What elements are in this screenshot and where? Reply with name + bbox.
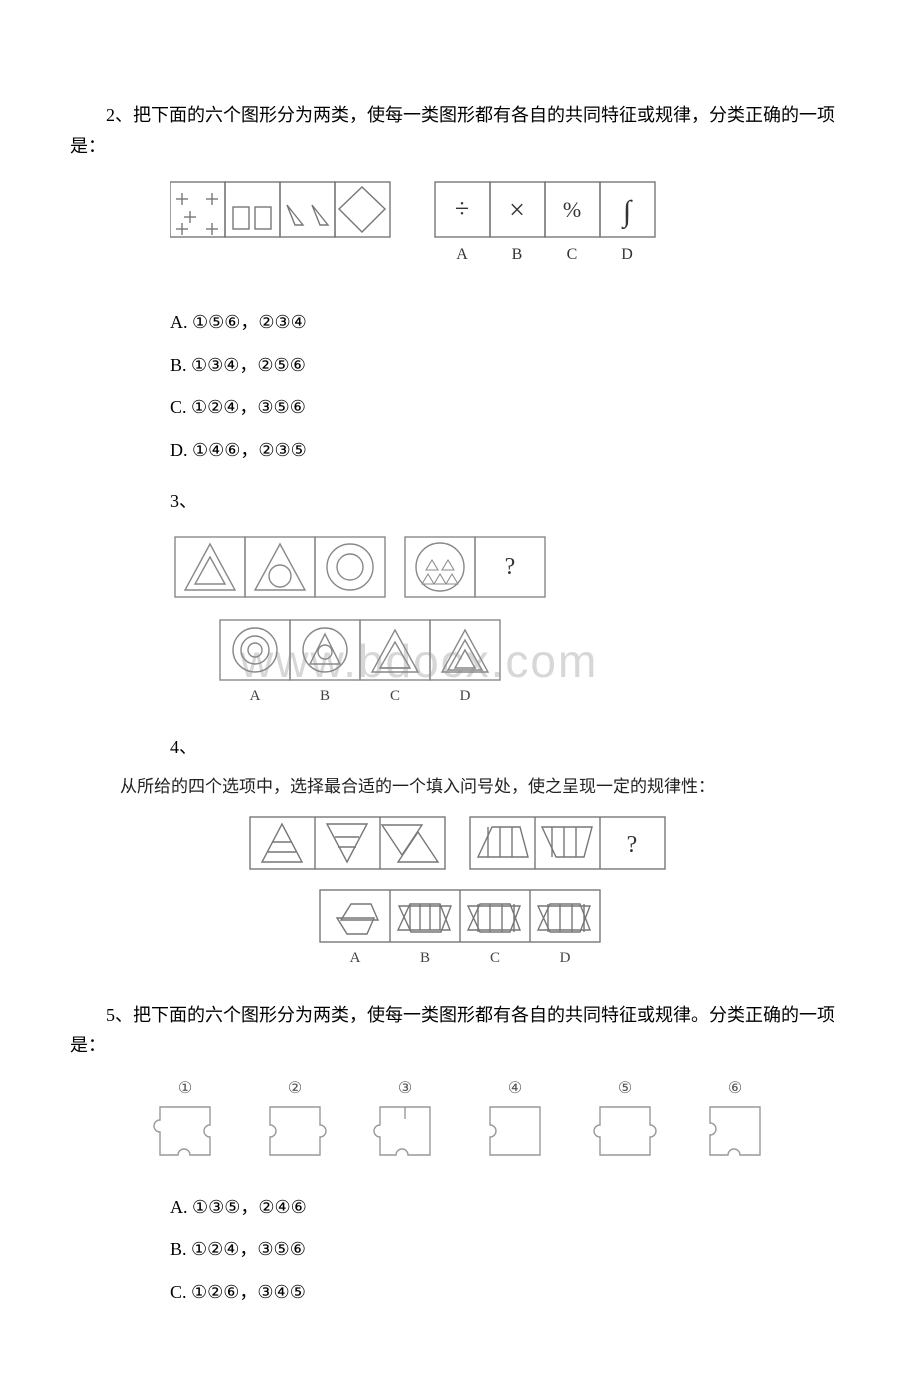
svg-text:C: C [490,950,500,966]
svg-text:D: D [460,688,471,704]
svg-text:?: ? [505,554,516,580]
q5-text: 5、把下面的六个图形分为两类，使每一类图形都有各自的共同特征或规律。分类正确的一… [70,1000,850,1061]
q5-options: A. ①③⑤，②④⑥ B. ①②④，③⑤⑥ C. ①②⑥，③④⑤ [170,1192,850,1308]
q2-options: A. ①⑤⑥，②③④ B. ①③④，②⑤⑥ C. ①②④，③⑤⑥ D. ①④⑥，… [170,307,850,465]
svg-text:?: ? [627,832,638,858]
svg-text:%: % [563,197,581,222]
q2-option-d[interactable]: D. ①④⑥，②③⑤ [170,435,850,466]
q5-option-a[interactable]: A. ①③⑤，②④⑥ [170,1192,850,1223]
svg-text:A: A [456,246,468,263]
q2-option-b[interactable]: B. ①③④，②⑤⑥ [170,350,850,381]
svg-text:÷: ÷ [455,194,469,223]
q4-instruction: 从所给的四个选项中，选择最合适的一个填入问号处，使之呈现一定的规律性： [120,773,850,802]
q3-figure: www.bdocx.com ? [170,532,850,712]
svg-text:①: ① [178,1080,192,1097]
q4-figure: ? A B C D [70,812,850,982]
q4-label: 4、 [170,732,850,763]
q2-text: 2、把下面的六个图形分为两类，使每一类图形都有各自的共同特征或规律，分类正确的一… [70,100,850,161]
svg-text:⑥: ⑥ [728,1080,742,1097]
svg-text:B: B [420,950,430,966]
svg-text:D: D [560,950,571,966]
svg-text:∫: ∫ [621,195,633,230]
svg-text:A: A [250,688,261,704]
svg-text:×: × [509,195,525,226]
svg-text:D: D [621,246,633,263]
q3-label: 3、 [170,486,850,517]
q2-option-a[interactable]: A. ①⑤⑥，②③④ [170,307,850,338]
svg-text:④: ④ [508,1080,522,1097]
svg-text:③: ③ [398,1080,412,1097]
svg-text:B: B [512,246,523,263]
svg-text:C: C [390,688,400,704]
q5-option-c[interactable]: C. ①②⑥，③④⑤ [170,1277,850,1308]
q2-figure: ÷ × % ∫ A B C D [170,177,850,287]
svg-text:②: ② [288,1080,302,1097]
svg-text:⑤: ⑤ [618,1080,632,1097]
svg-text:C: C [567,246,578,263]
svg-text:B: B [320,688,330,704]
svg-text:A: A [350,950,361,966]
q2-option-c[interactable]: C. ①②④，③⑤⑥ [170,392,850,423]
q5-option-b[interactable]: B. ①②④，③⑤⑥ [170,1234,850,1265]
q5-figure: ① ② ③ ④ ⑤ ⑥ [150,1077,850,1172]
